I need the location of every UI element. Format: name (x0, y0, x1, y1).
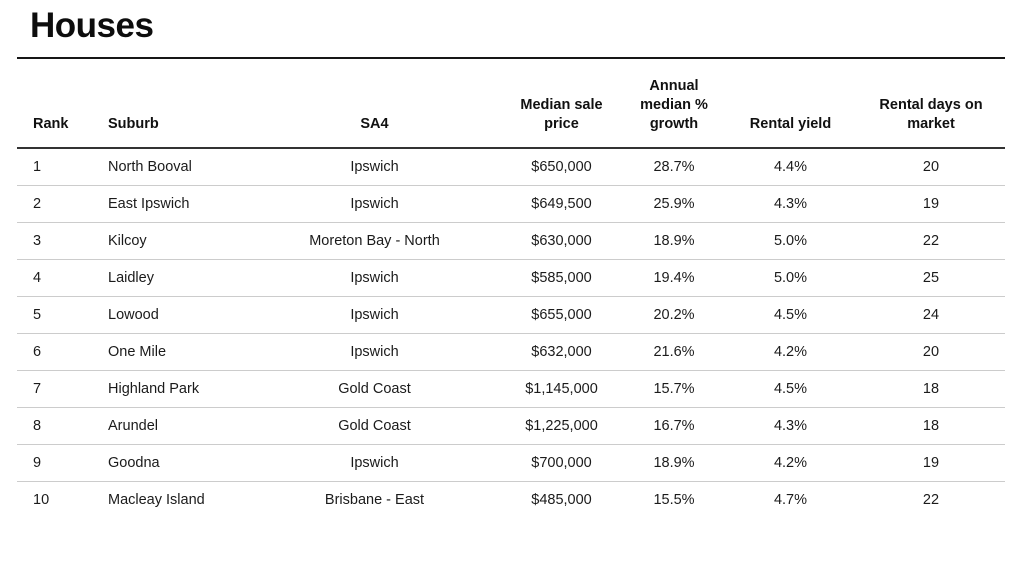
table-cell: 28.7% (624, 148, 724, 186)
table-cell: 10 (33, 491, 50, 508)
table-row: 8 Arundel Gold Coast $1,225,000 16.7% 4.3% 18 (17, 407, 1005, 445)
table-cell: 3 (17, 222, 92, 260)
table-cell: North Booval (92, 148, 250, 186)
table-cell: Arundel (92, 407, 250, 445)
table-cell: Brisbane - East (324, 491, 425, 508)
column-header: Annual median % growth (624, 59, 724, 149)
table-cell: 20.2% (624, 296, 724, 334)
table-cell: 22 (857, 222, 1005, 260)
table-cell: Ipswich (250, 259, 499, 297)
table-cell: 9 (17, 444, 92, 482)
table-cell: 19 (857, 444, 1005, 482)
table-cell: East Ipswich (92, 185, 250, 223)
table-cell: $1,225,000 (499, 407, 624, 445)
table-cell: 25.9% (624, 185, 724, 223)
table-cell: $485,000 (531, 491, 592, 508)
table-row: 5 Lowood Ipswich $655,000 20.2% 4.5% 24 (17, 296, 1005, 334)
table-cell: Highland Park (92, 370, 250, 408)
column-header: Rental days on market (857, 59, 1005, 149)
table-row: 9 Goodna Ipswich $700,000 18.9% 4.2% 19 (17, 444, 1005, 482)
table-cell: 18.9% (624, 222, 724, 260)
table-cell: Gold Coast (250, 407, 499, 445)
table-cell: 6 (17, 333, 92, 371)
column-header: Rental yield (724, 59, 857, 149)
table-cell: 15.7% (624, 370, 724, 408)
table-cell: 20 (857, 333, 1005, 371)
table-cell: 4.2% (724, 333, 857, 371)
column-header: Median sale price (499, 59, 624, 149)
table-row: 4 Laidley Ipswich $585,000 19.4% 5.0% 25 (17, 259, 1005, 297)
table-row: 7 Highland Park Gold Coast $1,145,000 15.7% 4… (17, 370, 1005, 408)
table-cell: $649,500 (499, 185, 624, 223)
table-cell: Laidley (92, 259, 250, 297)
table-cell: Ipswich (250, 185, 499, 223)
table-cell: 4.2% (724, 444, 857, 482)
table-cell: 18 (857, 370, 1005, 408)
table-row: 3 Kilcoy Moreton Bay - North $630,000 18.9% 5… (17, 222, 1005, 260)
table-cell: 4 (17, 259, 92, 297)
table-cell: 19.4% (624, 259, 724, 297)
table-header-row: Rank Suburb SA4 Median sale price Annual med… (17, 59, 1005, 149)
table-row: 6 One Mile Ipswich $632,000 21.6% 4.2% 20 (17, 333, 1005, 371)
table-cell: 1 (17, 148, 92, 186)
houses-table: Rank Suburb SA4 Median sale price Annual med… (17, 59, 1005, 518)
table-cell: $1,145,000 (499, 370, 624, 408)
table-cell: 5.0% (724, 259, 857, 297)
table-cell: Ipswich (250, 148, 499, 186)
table-cell: 15.5% (653, 491, 695, 508)
column-header: SA4 (250, 59, 499, 149)
table-cell: 19 (857, 185, 1005, 223)
table-body: 1 North Booval Ipswich $650,000 28.7% 4.4% 20 2… (17, 148, 1005, 518)
table-cell: 4.3% (724, 185, 857, 223)
table-cell: Gold Coast (250, 370, 499, 408)
table-cell: 7 (17, 370, 92, 408)
table-cell: 4.5% (724, 296, 857, 334)
table-cell: 4.7% (773, 491, 808, 508)
table-row: 2 East Ipswich Ipswich $649,500 25.9% 4.3% 19 (17, 185, 1005, 223)
table-cell: $632,000 (499, 333, 624, 371)
table-cell: 2 (17, 185, 92, 223)
table-cell: 4.4% (724, 148, 857, 186)
table-cell: One Mile (92, 333, 250, 371)
table-cell: 20 (857, 148, 1005, 186)
table-cell: Lowood (92, 296, 250, 334)
table-cell: 4.5% (724, 370, 857, 408)
table-cell: $655,000 (499, 296, 624, 334)
table-cell: 18 (857, 407, 1005, 445)
table-cell: 16.7% (624, 407, 724, 445)
table-cell: Ipswich (250, 296, 499, 334)
table-cell: 4.3% (724, 407, 857, 445)
table-cell: $630,000 (499, 222, 624, 260)
page-title: Houses (30, 6, 154, 45)
title-divider (17, 57, 1005, 59)
table-cell: Macleay Island (108, 491, 205, 508)
table-row: 1 North Booval Ipswich $650,000 28.7% 4.4% 20 (17, 148, 1005, 186)
table-cell: 18.9% (624, 444, 724, 482)
table-row: 10 Macleay Island Brisbane - East $485,000 1… (17, 481, 1005, 518)
table-cell: Moreton Bay - North (250, 222, 499, 260)
table-cell: Ipswich (250, 333, 499, 371)
table-cell: Goodna (92, 444, 250, 482)
table-cell: $700,000 (499, 444, 624, 482)
table-cell: 21.6% (624, 333, 724, 371)
table-cell: 22 (922, 491, 940, 508)
table-cell: 5.0% (724, 222, 857, 260)
table-cell: 24 (857, 296, 1005, 334)
table-cell: 8 (17, 407, 92, 445)
table-cell: Kilcoy (92, 222, 250, 260)
table-cell: $585,000 (499, 259, 624, 297)
table-header: Rank Suburb SA4 Median sale price Annual med… (17, 59, 1005, 149)
table-cell: 25 (857, 259, 1005, 297)
column-header: Rank (17, 59, 92, 149)
table-cell: Ipswich (250, 444, 499, 482)
table-cell: 5 (17, 296, 92, 334)
column-header: Suburb (92, 59, 250, 149)
table-cell: $650,000 (499, 148, 624, 186)
